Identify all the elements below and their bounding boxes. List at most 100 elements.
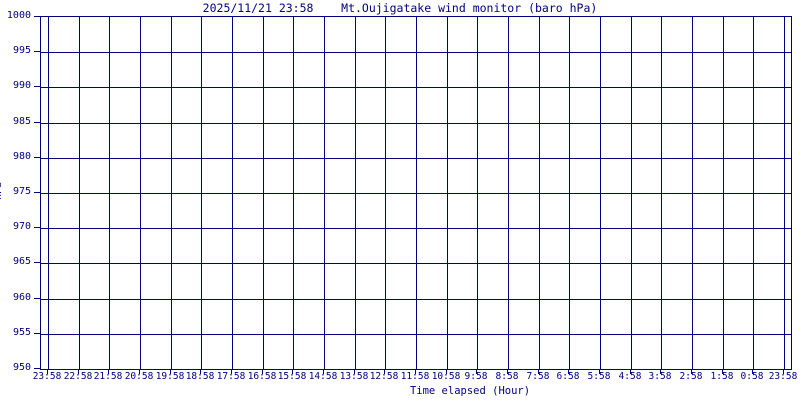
y-axis-tick-mark <box>34 227 40 228</box>
gridline-vertical <box>171 17 172 369</box>
gridline-vertical <box>723 17 724 369</box>
y-axis-tick-mark <box>34 157 40 158</box>
gridline-vertical <box>324 17 325 369</box>
y-axis-tick-label: 1000 <box>6 10 31 21</box>
x-axis-label-text: Time elapsed (Hour) <box>409 385 531 397</box>
gridline-vertical <box>600 17 601 369</box>
gridline-vertical <box>661 17 662 369</box>
y-axis-tick-label: 975 <box>12 186 31 197</box>
gridline-vertical <box>385 17 386 369</box>
grid-layer <box>41 17 791 369</box>
series-layer <box>41 17 791 369</box>
y-axis-tick-label: 995 <box>12 45 31 56</box>
x-axis-tick-label: 4:58 <box>618 371 642 382</box>
x-axis-tick-label: 23:58 <box>768 371 798 382</box>
plot-area <box>40 16 792 370</box>
x-axis-tick-mark <box>538 369 539 374</box>
x-axis-tick-mark <box>691 369 692 374</box>
x-axis-tick-label: 15:58 <box>277 371 307 382</box>
x-axis-tick-mark <box>292 369 293 374</box>
x-axis-tick-label: 13:58 <box>339 371 369 382</box>
x-axis-tick-mark <box>78 369 79 374</box>
gridline-vertical <box>232 17 233 369</box>
x-axis-tick-mark <box>722 369 723 374</box>
y-axis-tick-mark <box>34 51 40 52</box>
y-axis-tick-label: 990 <box>12 80 31 91</box>
y-axis-tick-mark <box>34 122 40 123</box>
gridline-vertical <box>508 17 509 369</box>
x-axis-tick-mark <box>384 369 385 374</box>
gridline-vertical <box>201 17 202 369</box>
x-axis-tick-label: 16:58 <box>247 371 277 382</box>
x-axis-tick-label: 17:58 <box>216 371 246 382</box>
x-axis-tick-mark <box>599 369 600 374</box>
x-axis-tick-mark <box>568 369 569 374</box>
x-axis-tick-mark <box>752 369 753 374</box>
x-axis-tick-mark <box>476 369 477 374</box>
x-axis-tick-mark <box>47 369 48 374</box>
x-axis-tick-label: 6:58 <box>556 371 580 382</box>
y-axis-tick-mark <box>34 333 40 334</box>
x-axis-tick-mark <box>783 369 784 374</box>
x-axis-tick-label: 19:58 <box>155 371 185 382</box>
x-axis-tick-mark <box>108 369 109 374</box>
y-axis-tick-label: 980 <box>12 151 31 162</box>
x-axis-tick-mark <box>660 369 661 374</box>
gridline-horizontal <box>41 334 791 335</box>
x-axis-tick-label: 23:58 <box>32 371 62 382</box>
x-axis-tick-label: 22:58 <box>63 371 93 382</box>
x-axis-tick-label: 7:58 <box>526 371 550 382</box>
gridline-vertical <box>79 17 80 369</box>
y-axis-tick-label: 965 <box>12 256 31 267</box>
y-axis-tick-label: 970 <box>12 221 31 232</box>
y-axis-tick-label: 955 <box>12 327 31 338</box>
x-axis-tick-mark <box>262 369 263 374</box>
x-axis-tick-mark <box>507 369 508 374</box>
gridline-vertical <box>355 17 356 369</box>
gridline-horizontal <box>41 299 791 300</box>
chart-title: 2025/11/21 23:58 Mt.Oujigatake wind moni… <box>202 1 598 15</box>
x-axis-tick-mark <box>200 369 201 374</box>
x-axis-tick-mark <box>231 369 232 374</box>
x-axis-tick-label: 8:58 <box>495 371 519 382</box>
y-axis-tick-mark <box>34 368 40 369</box>
gridline-vertical <box>753 17 754 369</box>
gridline-vertical <box>569 17 570 369</box>
y-axis-tick-mark <box>34 192 40 193</box>
gridline-vertical <box>784 17 785 369</box>
x-axis-tick-label: 12:58 <box>369 371 399 382</box>
gridline-vertical <box>631 17 632 369</box>
y-axis-tick-label: 960 <box>12 292 31 303</box>
y-axis-tick-mark <box>34 16 40 17</box>
gridline-horizontal <box>41 263 791 264</box>
gridline-vertical <box>109 17 110 369</box>
gridline-horizontal <box>41 87 791 88</box>
y-axis-tick-mark <box>34 298 40 299</box>
y-axis-tick-label: 985 <box>12 116 31 127</box>
gridline-vertical <box>263 17 264 369</box>
x-axis-tick-label: 21:58 <box>93 371 123 382</box>
gridline-horizontal <box>41 123 791 124</box>
y-axis-tick-mark <box>34 262 40 263</box>
x-axis-tick-label: 2:58 <box>679 371 703 382</box>
x-axis-tick-label: 9:58 <box>464 371 488 382</box>
x-axis-tick-mark <box>139 369 140 374</box>
x-axis-tick-label: 0:58 <box>740 371 764 382</box>
x-axis-tick-mark <box>323 369 324 374</box>
gridline-vertical <box>140 17 141 369</box>
y-axis-tick-mark <box>34 86 40 87</box>
x-axis-tick-mark <box>446 369 447 374</box>
x-axis-tick-label: 10:58 <box>431 371 461 382</box>
gridline-horizontal <box>41 158 791 159</box>
gridline-horizontal <box>41 193 791 194</box>
x-axis-tick-label: 11:58 <box>400 371 430 382</box>
gridline-vertical <box>692 17 693 369</box>
x-axis-tick-label: 3:58 <box>648 371 672 382</box>
x-axis-tick-label: 20:58 <box>124 371 154 382</box>
gridline-vertical <box>48 17 49 369</box>
gridline-vertical <box>293 17 294 369</box>
x-axis-tick-label: 18:58 <box>185 371 215 382</box>
gridline-vertical <box>539 17 540 369</box>
x-axis-tick-label: 5:58 <box>587 371 611 382</box>
x-axis-tick-mark <box>354 369 355 374</box>
